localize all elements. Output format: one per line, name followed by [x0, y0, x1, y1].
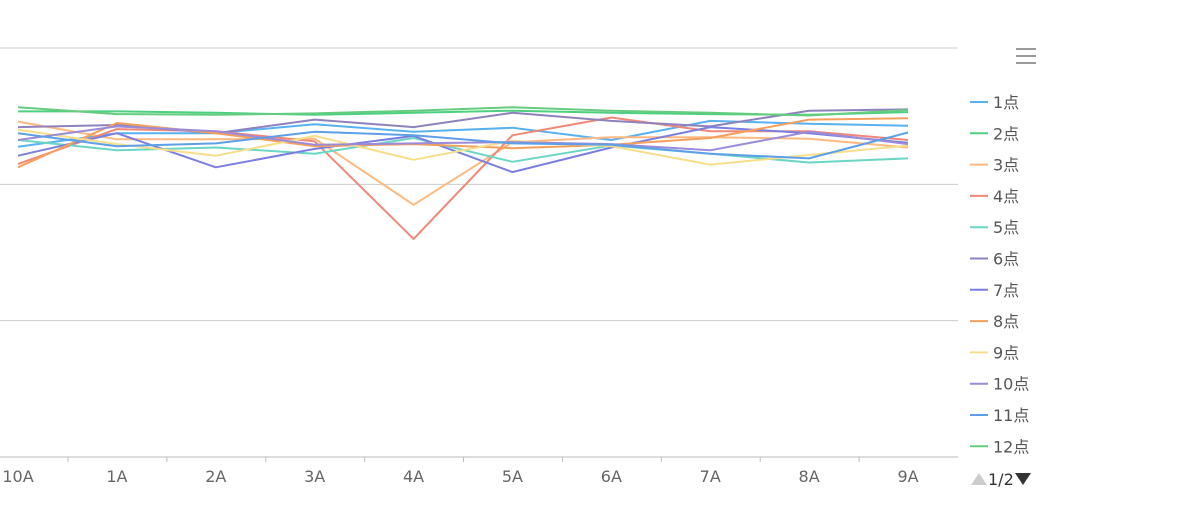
legend-label: 10点 — [993, 375, 1029, 394]
series-line-3[interactable] — [17, 120, 909, 206]
x-tick-label: 6A — [601, 467, 622, 486]
legend-item[interactable]: 11点 — [970, 406, 1029, 425]
legend-label: 4点 — [993, 187, 1019, 206]
legend-item[interactable]: 7点 — [970, 281, 1019, 300]
legend-item[interactable]: 8点 — [970, 312, 1019, 331]
legend-item[interactable]: 6点 — [970, 250, 1019, 269]
legend-label: 5点 — [993, 218, 1019, 237]
x-tick-label: 9A — [897, 467, 918, 486]
legend-label: 2点 — [993, 124, 1019, 143]
legend-label: 8点 — [993, 312, 1019, 331]
legend-item[interactable]: 2点 — [970, 124, 1019, 143]
x-axis: 10A 1A 2A 3A 4A 5A 6A 7A 8A 9A — [0, 456, 958, 486]
series-line-9[interactable] — [17, 128, 909, 166]
legend[interactable]: 1点 2点 3点 4点 5点 6点 7点 8点 9点 10点 11点 12点 1/2 — [970, 93, 1031, 489]
triangle-down-icon[interactable] — [1015, 473, 1031, 485]
legend-label: 6点 — [993, 250, 1019, 269]
series-line-4[interactable] — [17, 116, 909, 240]
grid-lines — [0, 47, 958, 322]
x-tick-label: 8A — [799, 467, 820, 486]
legend-item[interactable]: 4点 — [970, 187, 1019, 206]
legend-page-indicator: 1/2 — [988, 470, 1014, 489]
legend-label: 9点 — [993, 343, 1019, 362]
triangle-up-icon[interactable] — [971, 473, 987, 485]
chart-menu-button[interactable] — [1012, 44, 1040, 68]
legend-item[interactable]: 9点 — [970, 343, 1019, 362]
legend-item[interactable]: 1点 — [970, 93, 1019, 112]
series-line-11[interactable] — [17, 130, 909, 160]
legend-label: 12点 — [993, 437, 1029, 456]
legend-pager: 1/2 — [971, 470, 1031, 489]
series-lines — [17, 106, 909, 240]
legend-label: 11点 — [993, 406, 1029, 425]
series-line-12[interactable] — [17, 106, 909, 117]
x-tick-label: 7A — [700, 467, 721, 486]
x-tick-label: 5A — [502, 467, 523, 486]
x-tick-label: 4A — [403, 467, 424, 486]
legend-item[interactable]: 3点 — [970, 156, 1019, 175]
series-line-10[interactable] — [17, 125, 909, 152]
x-tick-label: 2A — [205, 467, 226, 486]
x-tick-label: 10A — [2, 467, 33, 486]
x-tick-label: 1A — [106, 467, 127, 486]
legend-item[interactable]: 5点 — [970, 218, 1019, 237]
x-tick-label: 3A — [304, 467, 325, 486]
series-line-1[interactable] — [17, 119, 909, 148]
legend-label: 7点 — [993, 281, 1019, 300]
legend-label: 1点 — [993, 93, 1019, 112]
legend-item[interactable]: 12点 — [970, 437, 1029, 456]
legend-item[interactable]: 10点 — [970, 375, 1029, 394]
legend-label: 3点 — [993, 156, 1019, 175]
